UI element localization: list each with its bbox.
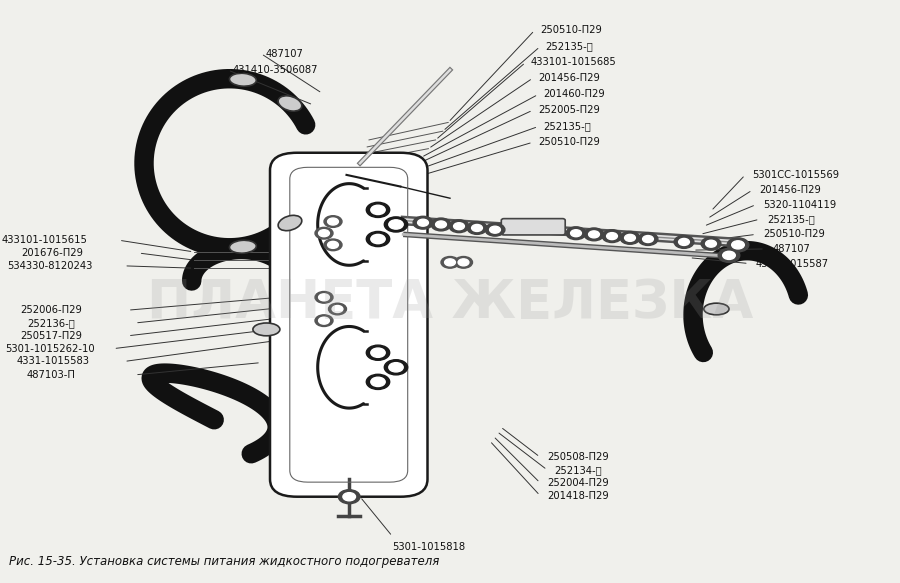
Ellipse shape [230, 73, 256, 86]
Circle shape [701, 237, 721, 250]
Circle shape [431, 218, 451, 231]
Circle shape [706, 240, 716, 247]
Circle shape [454, 257, 472, 268]
Text: 201456-П29: 201456-П29 [760, 185, 822, 195]
Circle shape [566, 227, 586, 240]
Text: 250510-П29: 250510-П29 [538, 137, 600, 147]
Text: 431410-3506087: 431410-3506087 [232, 65, 318, 75]
Circle shape [371, 377, 385, 387]
Circle shape [458, 259, 469, 266]
Text: 252005-П29: 252005-П29 [538, 105, 600, 115]
Ellipse shape [253, 323, 280, 336]
Circle shape [602, 230, 622, 243]
Text: 5301-1015262-10: 5301-1015262-10 [5, 343, 95, 354]
Text: 5301-1015818: 5301-1015818 [392, 542, 465, 552]
Text: 252135-䇲: 252135-䇲 [544, 121, 591, 132]
Circle shape [589, 231, 599, 238]
Text: 201418-П29: 201418-П29 [547, 490, 609, 501]
Circle shape [384, 360, 408, 375]
Circle shape [643, 236, 653, 243]
Circle shape [607, 233, 617, 240]
Ellipse shape [230, 240, 256, 253]
Circle shape [328, 241, 338, 248]
Text: 250508-П29: 250508-П29 [547, 452, 609, 462]
Text: 487107: 487107 [772, 244, 810, 254]
Circle shape [718, 248, 740, 262]
Circle shape [371, 348, 385, 357]
Circle shape [366, 345, 390, 360]
Circle shape [371, 234, 385, 244]
Text: 5320-1104119: 5320-1104119 [763, 199, 836, 210]
Circle shape [319, 230, 329, 237]
Circle shape [366, 231, 390, 247]
Text: 250510-П29: 250510-П29 [540, 25, 602, 36]
Ellipse shape [704, 303, 729, 315]
Text: 250517-П29: 250517-П29 [20, 331, 82, 341]
FancyBboxPatch shape [270, 153, 428, 497]
Circle shape [384, 217, 408, 232]
Text: 4331-1015583: 4331-1015583 [16, 356, 89, 367]
Text: 252004-П29: 252004-П29 [547, 477, 609, 488]
Circle shape [389, 220, 403, 229]
Text: 252135-䇲: 252135-䇲 [545, 41, 593, 52]
Text: ПЛАНЕТА ЖЕЛЕЗКА: ПЛАНЕТА ЖЕЛЕЗКА [147, 277, 753, 329]
Circle shape [315, 315, 333, 326]
Circle shape [389, 363, 403, 372]
Circle shape [328, 218, 338, 225]
Text: 5301СС-1015569: 5301СС-1015569 [752, 170, 840, 180]
Circle shape [328, 303, 346, 315]
Text: 433101-1015615: 433101-1015615 [2, 235, 87, 245]
Text: 201456-П29: 201456-П29 [538, 73, 600, 83]
Circle shape [490, 226, 500, 233]
Circle shape [625, 234, 635, 241]
Text: 4331-1015587: 4331-1015587 [756, 258, 829, 269]
Circle shape [338, 490, 360, 504]
Circle shape [679, 238, 689, 245]
Circle shape [315, 227, 333, 239]
Ellipse shape [278, 215, 302, 231]
Circle shape [343, 493, 356, 501]
Text: Рис. 15-35. Установка системы питания жидкостного подогревателя: Рис. 15-35. Установка системы питания жи… [9, 556, 439, 568]
Circle shape [449, 220, 469, 233]
Circle shape [413, 216, 433, 229]
Circle shape [366, 374, 390, 389]
Text: 252136-䇲: 252136-䇲 [27, 318, 75, 328]
Text: 250510-П29: 250510-П29 [763, 229, 825, 240]
Text: 252135-䇲: 252135-䇲 [767, 214, 814, 224]
Text: 252006-П29: 252006-П29 [20, 305, 82, 315]
Circle shape [674, 236, 694, 248]
Circle shape [436, 221, 446, 228]
Circle shape [319, 294, 329, 301]
Circle shape [467, 222, 487, 234]
Circle shape [571, 230, 581, 237]
Circle shape [366, 202, 390, 217]
Circle shape [445, 259, 455, 266]
Circle shape [371, 205, 385, 215]
Circle shape [732, 241, 744, 249]
Circle shape [319, 317, 329, 324]
Circle shape [638, 233, 658, 245]
Circle shape [315, 292, 333, 303]
Text: 487103-П: 487103-П [27, 370, 76, 380]
Ellipse shape [278, 96, 302, 111]
Text: 534330-8120243: 534330-8120243 [7, 261, 93, 271]
Circle shape [472, 224, 482, 231]
Circle shape [454, 223, 464, 230]
Circle shape [620, 231, 640, 244]
FancyBboxPatch shape [501, 219, 565, 235]
Text: 201460-П29: 201460-П29 [544, 89, 606, 100]
Circle shape [584, 228, 604, 241]
Text: 433101-1015685: 433101-1015685 [531, 57, 617, 68]
Text: 201676-П29: 201676-П29 [22, 248, 84, 258]
Circle shape [324, 239, 342, 251]
Circle shape [441, 257, 459, 268]
Circle shape [332, 305, 343, 312]
Circle shape [418, 219, 428, 226]
Circle shape [723, 251, 735, 259]
Text: 487107: 487107 [266, 48, 303, 59]
Text: 252134-䇲: 252134-䇲 [554, 465, 602, 475]
Circle shape [727, 238, 749, 252]
Circle shape [324, 216, 342, 227]
Circle shape [485, 223, 505, 236]
